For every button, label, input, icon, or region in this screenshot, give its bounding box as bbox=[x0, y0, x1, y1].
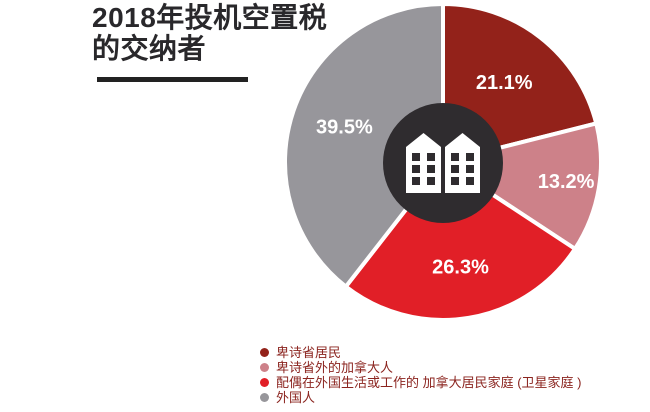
legend-swatch bbox=[260, 378, 269, 387]
building-window bbox=[412, 153, 420, 161]
legend-label: 卑诗省居民 bbox=[276, 345, 342, 360]
building-window bbox=[412, 165, 420, 173]
pie-slice-labels: 21.1% 13.2% 26.3% 39.5% bbox=[316, 72, 595, 279]
building-window bbox=[427, 153, 435, 161]
legend: 卑诗省居民 卑诗省外的加拿大人 配偶在外国生活或工作的 加拿大居民家庭 (卫星家庭 … bbox=[260, 345, 582, 405]
center-circle bbox=[383, 103, 503, 223]
buildings-icon bbox=[406, 133, 480, 193]
pie-slice-value-label: 21.1% bbox=[476, 72, 533, 94]
legend-swatch bbox=[260, 363, 269, 372]
pie-slice bbox=[283, 1, 445, 290]
legend-label: 卑诗省外的加拿大人 bbox=[276, 360, 394, 375]
building-window bbox=[412, 177, 420, 185]
building-window bbox=[466, 165, 474, 173]
legend-swatch bbox=[260, 393, 269, 402]
center-badge bbox=[383, 103, 503, 223]
legend-label: 配偶在外国生活或工作的 加拿大居民家庭 (卫星家庭 ) bbox=[276, 375, 582, 390]
legend-label: 外国人 bbox=[276, 390, 316, 405]
pie-slice bbox=[343, 159, 578, 322]
chart-title-line1: 2018年投机空置税 bbox=[92, 2, 328, 33]
legend-item: 卑诗省外的加拿大人 bbox=[260, 360, 582, 375]
pie-slice-value-label: 26.3% bbox=[432, 256, 489, 278]
building-window bbox=[466, 153, 474, 161]
building-window bbox=[427, 165, 435, 173]
chart-title-line2: 的交纳者 bbox=[92, 33, 207, 64]
legend-item: 外国人 bbox=[260, 390, 582, 405]
building-window bbox=[427, 177, 435, 185]
pie-slices bbox=[283, 1, 603, 322]
legend-swatch bbox=[260, 348, 269, 357]
legend-item: 配偶在外国生活或工作的 加拿大居民家庭 (卫星家庭 ) bbox=[260, 375, 582, 390]
title-underline bbox=[97, 77, 248, 82]
pie-slice-value-label: 39.5% bbox=[316, 116, 373, 138]
chart-title: 2018年投机空置税 的交纳者 bbox=[92, 2, 327, 64]
building-window bbox=[466, 177, 474, 185]
pie-slice-value-label: 13.2% bbox=[538, 171, 595, 193]
building-window bbox=[451, 153, 459, 161]
building-window bbox=[451, 177, 459, 185]
legend-item: 卑诗省居民 bbox=[260, 345, 582, 360]
building-window bbox=[451, 165, 459, 173]
